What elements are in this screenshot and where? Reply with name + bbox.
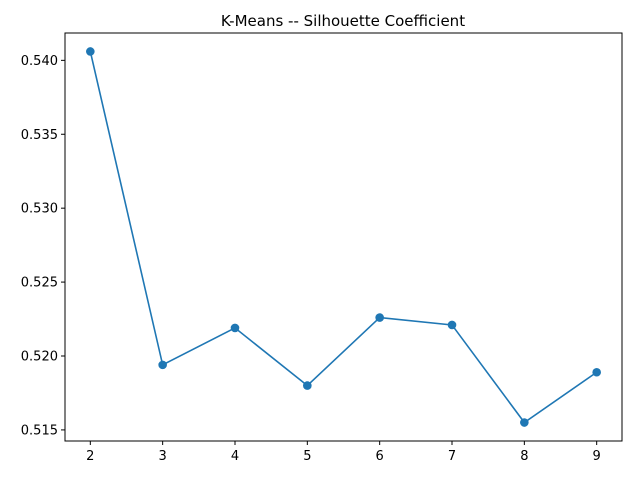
y-tick-label: 0.540	[21, 54, 58, 69]
x-tick-label: 2	[86, 449, 94, 464]
data-series	[86, 47, 601, 427]
x-tick-label: 7	[448, 449, 456, 464]
data-point	[158, 360, 167, 370]
series-line	[89, 51, 598, 424]
x-tick-label: 3	[159, 449, 167, 464]
y-tick-label: 0.535	[21, 128, 58, 143]
chart-title: K-Means -- Silhouette Coefficient	[221, 12, 465, 30]
x-tick-label: 8	[520, 449, 528, 464]
y-tick-label: 0.520	[21, 350, 58, 365]
y-tick-label: 0.530	[21, 202, 58, 217]
data-point	[86, 47, 95, 56]
data-point	[375, 313, 384, 322]
data-point	[303, 381, 312, 390]
data-point	[447, 320, 457, 330]
data-point	[592, 367, 601, 377]
x-tick-label: 5	[303, 449, 311, 464]
x-tick-label: 6	[376, 449, 384, 464]
plot-frame	[64, 32, 623, 442]
data-point	[230, 323, 240, 333]
data-point	[520, 418, 529, 427]
y-tick-label: 0.515	[21, 423, 58, 438]
y-tick-label: 0.525	[21, 276, 58, 291]
axis-ticks: 2 3 4 5 6 7 8 9 0.515 0.520 0.525 0.530 0.535 0.540	[21, 54, 601, 464]
x-tick-label: 4	[231, 449, 239, 464]
x-tick-label: 9	[593, 449, 601, 464]
